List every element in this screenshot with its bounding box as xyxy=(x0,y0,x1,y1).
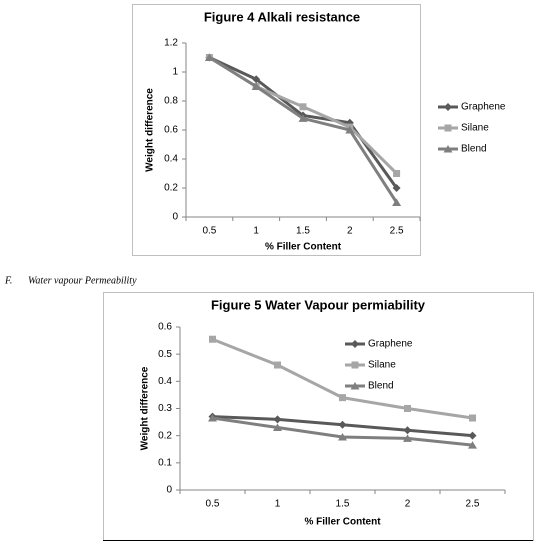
legend-marker xyxy=(350,382,360,390)
y-axis-title: Weight difference xyxy=(145,88,156,172)
legend-marker xyxy=(443,145,453,153)
chart-title: Figure 5 Water Vapour permiability xyxy=(211,297,426,312)
x-tick-label: 1.5 xyxy=(336,499,350,510)
y-tick-label: 0 xyxy=(172,212,178,223)
data-point xyxy=(274,361,281,369)
y-tick-label: 0.2 xyxy=(158,430,172,441)
x-tick-label: 2.5 xyxy=(390,226,404,237)
data-point xyxy=(392,198,402,206)
x-tick-label: 1.5 xyxy=(296,226,310,237)
data-point xyxy=(403,426,412,435)
y-tick-label: 0 xyxy=(166,485,172,496)
data-point xyxy=(339,394,346,402)
section-label: F. xyxy=(4,275,12,286)
data-point xyxy=(204,53,214,61)
legend-marker xyxy=(444,103,452,111)
x-tick-label: 1 xyxy=(253,226,259,237)
legend-label: Silane xyxy=(461,123,489,134)
y-tick-label: 0.6 xyxy=(164,125,178,136)
series-line xyxy=(208,56,398,204)
data-point xyxy=(392,184,401,192)
data-point xyxy=(345,126,355,134)
data-point xyxy=(273,423,282,432)
y-tick-label: 0.2 xyxy=(164,183,178,194)
y-tick-label: 1.2 xyxy=(164,38,178,49)
data-point xyxy=(393,170,401,177)
x-tick-label: 1 xyxy=(275,499,281,510)
legend-label: Silane xyxy=(368,360,396,371)
data-point xyxy=(299,103,307,111)
legend-marker xyxy=(444,124,452,132)
x-axis-title: % Filler Content xyxy=(304,517,381,528)
x-tick-label: 0.5 xyxy=(202,226,216,237)
y-tick-label: 1 xyxy=(172,67,178,78)
x-tick-label: 2.5 xyxy=(466,499,480,510)
y-tick-label: 0.1 xyxy=(158,457,172,468)
legend-marker xyxy=(351,361,359,369)
series-line xyxy=(208,56,398,189)
y-tick-label: 0.4 xyxy=(164,154,178,165)
y-tick-label: 0.3 xyxy=(158,403,172,414)
x-axis-title: % Filler Content xyxy=(265,242,342,253)
data-point xyxy=(273,415,282,424)
legend-marker xyxy=(351,340,359,348)
data-point xyxy=(251,82,261,90)
legend-label: Blend xyxy=(368,381,394,392)
data-point xyxy=(208,414,217,422)
y-tick-label: 0.6 xyxy=(158,322,172,333)
data-point xyxy=(338,420,347,429)
section-heading: Water vapour Permeability xyxy=(28,275,137,286)
x-tick-label: 2 xyxy=(347,226,353,237)
legend-label: Graphene xyxy=(368,339,413,350)
data-point xyxy=(468,441,477,449)
data-point xyxy=(209,335,216,343)
y-axis-title: Weight difference xyxy=(140,366,151,450)
data-point xyxy=(338,433,347,441)
data-point xyxy=(469,414,476,422)
legend-label: Blend xyxy=(461,144,487,155)
y-tick-label: 0.8 xyxy=(164,96,178,107)
chart-border xyxy=(132,4,421,256)
data-point xyxy=(252,75,261,84)
y-tick-label: 0.5 xyxy=(158,349,172,360)
data-point xyxy=(298,114,308,122)
series-line xyxy=(211,337,473,420)
data-point xyxy=(468,431,477,440)
y-tick-label: 0.4 xyxy=(158,376,172,387)
data-point xyxy=(404,405,411,412)
x-tick-label: 2 xyxy=(405,499,411,510)
legend-label: Graphene xyxy=(461,102,506,113)
data-point xyxy=(403,434,412,442)
x-tick-label: 0.5 xyxy=(206,499,220,510)
chart-title: Figure 4 Alkali resistance xyxy=(204,9,360,24)
